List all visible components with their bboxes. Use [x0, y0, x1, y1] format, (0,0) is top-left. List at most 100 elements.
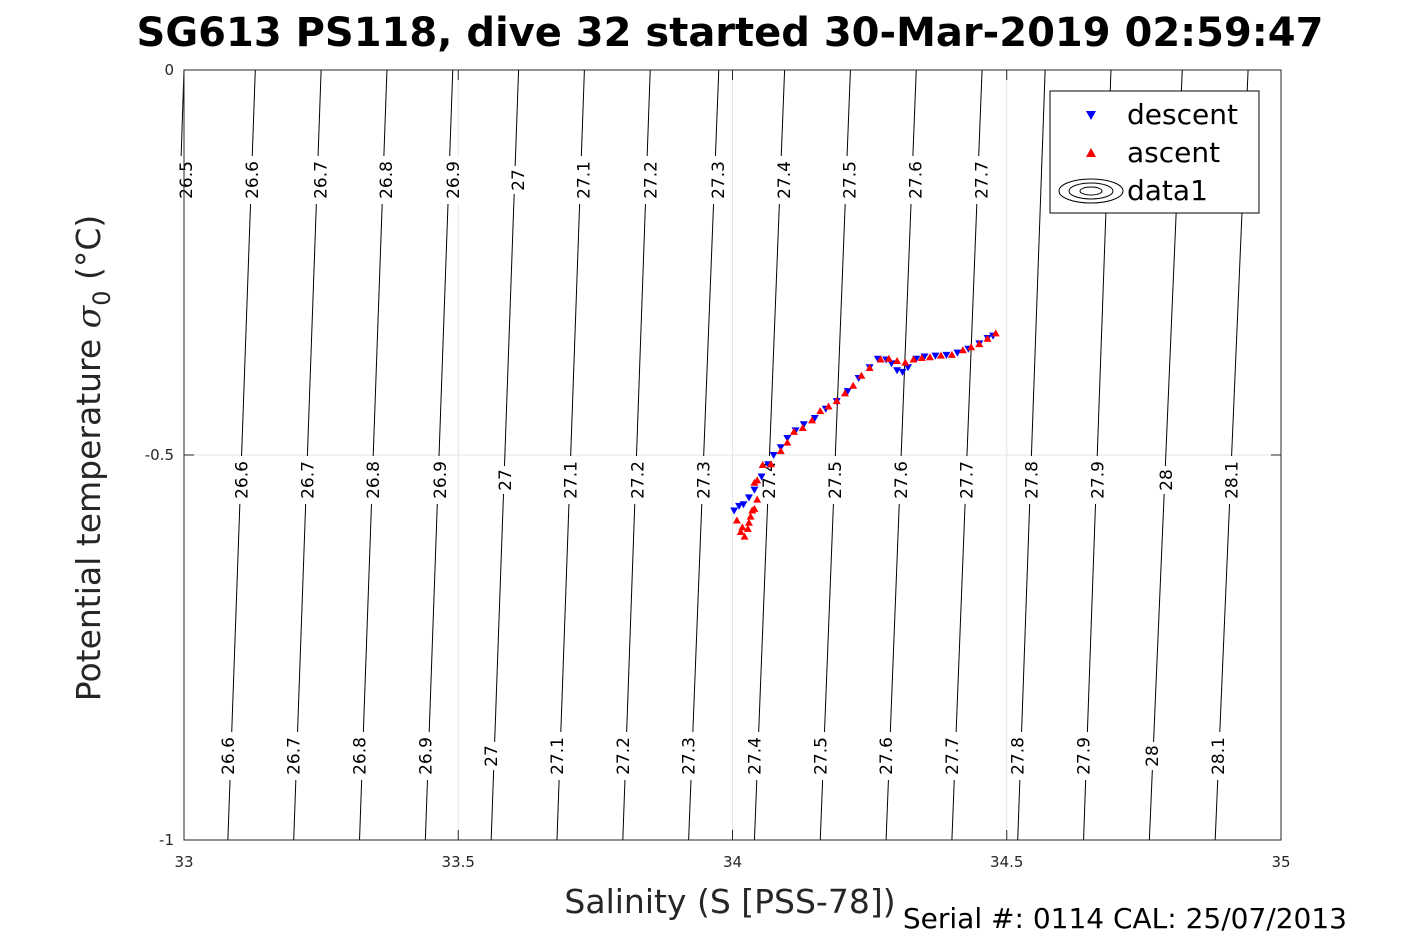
contour-label-27.7-25: 27.7	[958, 461, 978, 499]
ascent-point-24	[857, 371, 866, 379]
contour-label-27.1-6: 27.1	[575, 161, 595, 199]
descent-point-5	[757, 473, 766, 481]
descent-point-25	[920, 353, 929, 361]
ascent-point-25	[865, 363, 874, 371]
contour-label-28.1-45: 28.1	[1209, 737, 1229, 775]
contour-label-group-7: 27.2	[640, 156, 662, 204]
contour-label-26.9-4: 26.9	[444, 161, 464, 199]
ascent-point-19	[816, 407, 825, 415]
ascent-point-33	[936, 351, 945, 359]
descent-point-7	[769, 452, 778, 459]
contour-label-group-32: 26.8	[349, 732, 371, 780]
contour-label-bg-42	[1007, 732, 1028, 780]
ascent-point-7	[738, 523, 747, 531]
contour-label-group-17: 26.9	[430, 456, 451, 504]
ascent-point-16	[789, 427, 798, 435]
contour-label-group-6: 27.1	[573, 156, 595, 204]
x-axis-ticks: 33 33.5 34 34.5 35	[174, 70, 1291, 871]
contour-label-group-41: 27.7	[941, 732, 963, 780]
ascent-point-8	[750, 504, 759, 512]
contour-label-bg-39	[810, 732, 831, 780]
serial-cal-footer: Serial #: 0114 CAL: 25/07/2013	[903, 902, 1347, 935]
contour-label-group-29: 28.1	[1221, 456, 1243, 504]
descent-point-11	[799, 421, 808, 429]
descent-point-15	[843, 388, 852, 396]
ascent-point-34	[947, 350, 956, 358]
ascent-point-15	[783, 438, 792, 446]
contour-label-bg-6	[573, 156, 594, 204]
ascent-point-11	[753, 476, 762, 484]
legend-box	[1049, 90, 1260, 214]
contour-label-group-10: 27.5	[839, 156, 861, 204]
descent-point-3	[744, 494, 753, 502]
contour-label-bg-23	[825, 456, 846, 504]
contour-label-27.8-26: 27.8	[1022, 461, 1042, 499]
contour-label-group-16: 26.8	[363, 456, 384, 504]
contour-label-26.8-16: 26.8	[364, 461, 384, 499]
contour-label-bg-7	[640, 156, 661, 204]
contour-label-group-36: 27.2	[612, 732, 634, 780]
ascent-point-9	[753, 495, 762, 503]
ascent-point-26	[876, 355, 885, 363]
ascent-point-27	[884, 354, 893, 362]
contour-label-bg-12	[971, 156, 992, 204]
contour-label-group-37: 27.3	[678, 732, 700, 780]
contour-label-27.3-21: 27.3	[694, 461, 714, 499]
contour-label-group-15: 26.7	[297, 456, 318, 504]
ascent-point-21	[832, 397, 841, 405]
contour-label-26.7-15: 26.7	[298, 461, 318, 499]
contour-label-27.2-36: 27.2	[614, 737, 634, 775]
contour-label-group-27: 27.9	[1087, 456, 1108, 504]
contour-label-26.6-1: 26.6	[243, 161, 263, 199]
descent-point-27	[942, 351, 951, 359]
descent-point-12	[810, 415, 819, 423]
contour-label-27.9-43: 27.9	[1075, 737, 1095, 775]
x-tick-label-1: 33.5	[442, 853, 475, 871]
contour-label-bg-45	[1207, 732, 1228, 780]
contour-label-27.8-42: 27.8	[1009, 737, 1029, 775]
ascent-point-37	[975, 340, 984, 348]
contour-label-27.7-41: 27.7	[943, 737, 963, 775]
descent-point-9	[783, 435, 792, 443]
x-tick-label-2: 34	[723, 853, 742, 871]
contour-label-group-8: 27.3	[708, 156, 729, 204]
contour-label-bg-25	[956, 456, 977, 504]
contour-label-group-1: 26.6	[241, 156, 263, 204]
contour-label-bg-31	[283, 732, 304, 780]
ascent-point-20	[824, 402, 833, 410]
ascent-point-36	[967, 343, 976, 351]
contour-label-bg-9	[773, 156, 794, 204]
ascent-point-1	[736, 528, 745, 535]
contour-label-bg-10	[839, 156, 860, 204]
descent-point-0	[730, 507, 739, 515]
contour-label-group-4: 26.9	[443, 156, 464, 204]
contour-label-bg-44	[1142, 742, 1163, 770]
contour-label-26.7-2: 26.7	[311, 161, 331, 199]
ascent-point-29	[901, 358, 910, 366]
contour-label-bg-29	[1221, 456, 1242, 504]
descent-point-23	[904, 364, 913, 372]
contour-label-bg-2	[310, 156, 331, 204]
contour-label-bg-5	[507, 166, 528, 194]
legend-ascent-marker	[1086, 148, 1096, 157]
contour-label-bg-3	[376, 156, 397, 204]
contour-label-group-3: 26.8	[376, 156, 397, 204]
contour-label-bg-28	[1155, 466, 1176, 494]
contour-label-group-45: 28.1	[1207, 732, 1229, 780]
contour-label-27.4-22: 27.4	[760, 461, 780, 499]
ascent-series	[732, 329, 1000, 540]
ascent-point-30	[909, 355, 918, 363]
legend-contour-icon	[1058, 178, 1124, 204]
contour-label-28-28: 28	[1157, 469, 1177, 491]
contour-label-group-43: 27.9	[1073, 732, 1095, 780]
contour-label-27.3-37: 27.3	[680, 737, 700, 775]
contour-label-group-19: 27.1	[560, 456, 582, 504]
legend-descent-label: descent	[1127, 98, 1238, 131]
contour-label-bg-26	[1021, 456, 1042, 504]
legend-descent-marker	[1086, 111, 1096, 120]
x-tick-label-3: 34.5	[990, 853, 1023, 871]
contour-label-bg-0	[176, 156, 196, 204]
contour-label-27-34: 27	[482, 745, 502, 767]
contour-label-group-33: 26.9	[415, 732, 436, 780]
